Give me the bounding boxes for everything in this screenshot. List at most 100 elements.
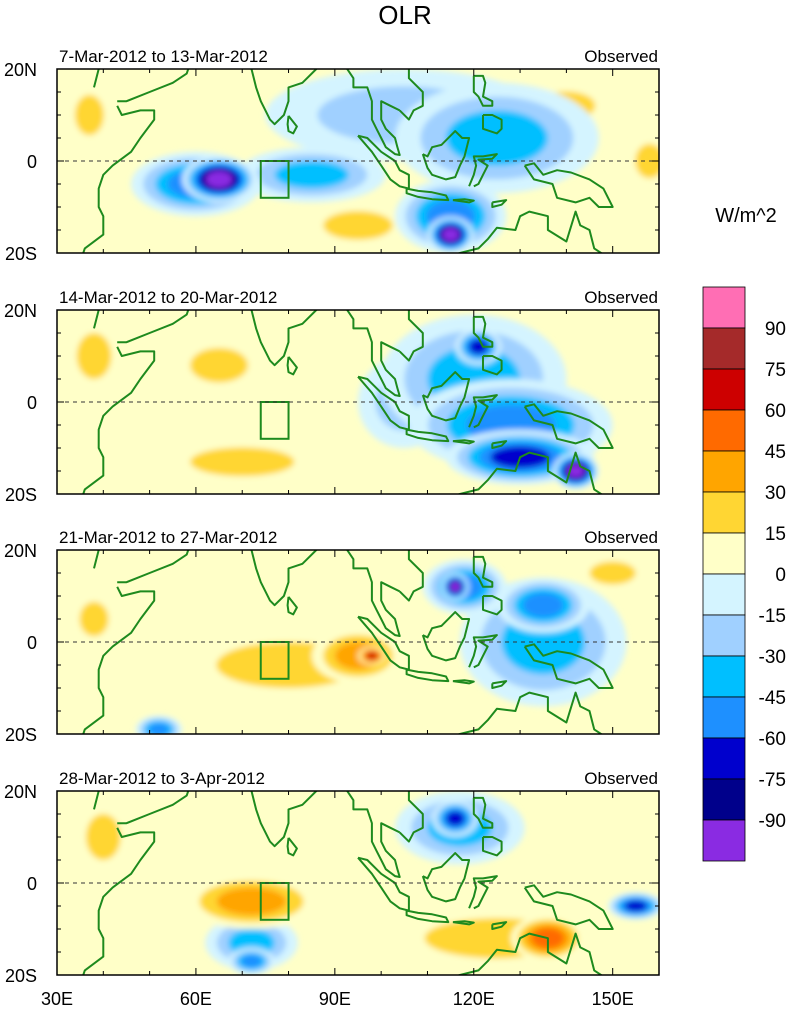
anomaly-contour <box>74 94 104 136</box>
colorbar-level-label: 30 <box>765 483 786 504</box>
anomaly-contour <box>190 447 295 477</box>
colorbar-level-label: 0 <box>775 565 786 586</box>
x-tick-label: 60E <box>180 989 212 1009</box>
coastline <box>523 884 614 930</box>
coastline <box>398 550 424 602</box>
colorbar-level-label: -90 <box>759 811 786 832</box>
anomaly-contour <box>148 723 170 734</box>
y-tick-label: 0 <box>27 874 37 894</box>
coastline <box>82 586 156 734</box>
coastline <box>523 643 614 689</box>
colorbar-swatch <box>702 491 746 534</box>
coastline <box>468 153 498 188</box>
y-tick-label: 20N <box>4 301 37 321</box>
coastline <box>452 920 475 926</box>
colorbar-swatch <box>702 737 746 780</box>
panel-period-label: 21-Mar-2012 to 27-Mar-2012 <box>59 528 277 547</box>
coastline <box>421 852 471 903</box>
y-tick-label: 20S <box>5 966 37 986</box>
coastline <box>472 796 494 829</box>
coastline <box>357 375 410 431</box>
colorbar-swatch <box>702 778 746 821</box>
coastline <box>93 791 100 810</box>
panel-period-label: 14-Mar-2012 to 20-Mar-2012 <box>59 288 277 307</box>
coastline <box>482 595 503 616</box>
coastline <box>286 115 298 135</box>
anomaly-contour <box>241 955 262 968</box>
colorbar-swatch <box>702 614 746 657</box>
panel-observed-label: Observed <box>584 47 658 66</box>
coastline <box>82 827 156 975</box>
coastline <box>357 615 410 671</box>
anomaly-contour <box>442 228 459 242</box>
colorbar-level-label: -60 <box>759 729 786 750</box>
colorbar-level-label: -45 <box>759 688 786 709</box>
anomaly-contour <box>445 811 465 826</box>
coastline <box>286 596 298 616</box>
coastline <box>491 680 508 689</box>
anomaly-contour <box>216 887 287 916</box>
anomaly-contour <box>190 347 249 383</box>
coastline <box>491 199 508 208</box>
coastlines <box>82 550 614 734</box>
coastline <box>398 69 424 121</box>
colorbar-swatch <box>702 327 746 370</box>
coastline <box>523 403 614 449</box>
colorbar-swatch <box>702 655 746 698</box>
x-tick-label: 90E <box>319 989 351 1009</box>
coastline <box>456 210 603 253</box>
coastline <box>405 909 450 924</box>
coastline <box>357 856 410 912</box>
y-tick-label: 20N <box>4 541 37 561</box>
colorbar-swatch <box>702 532 746 575</box>
colorbar-swatch <box>702 573 746 616</box>
coastline <box>117 550 190 584</box>
coastline <box>491 921 508 930</box>
anomaly-contour <box>522 593 564 618</box>
anomaly-contour <box>469 339 488 355</box>
coastline <box>421 130 471 181</box>
anomaly-contour <box>323 211 393 240</box>
colorbar-level-label: 60 <box>765 401 786 422</box>
coastline <box>117 791 190 825</box>
colorbar-level-label: 45 <box>765 442 786 463</box>
coastline <box>357 134 410 190</box>
anomaly-contour <box>624 900 647 912</box>
coastline <box>82 346 156 494</box>
coastline <box>452 439 475 445</box>
colorbar-level-label: -15 <box>759 606 786 627</box>
coastline <box>482 114 503 135</box>
colorbar-level-label: -30 <box>759 647 786 668</box>
coastline <box>82 105 156 253</box>
coastline <box>491 440 508 449</box>
panel-observed-label: Observed <box>584 528 658 547</box>
panel-period-label: 7-Mar-2012 to 13-Mar-2012 <box>59 47 268 66</box>
anomaly-contour <box>589 561 636 585</box>
coastline <box>398 791 424 843</box>
panel-observed-label: Observed <box>584 769 658 788</box>
colorbar-level-label: -75 <box>759 770 786 791</box>
colorbar-level-label: 90 <box>765 319 786 340</box>
anomaly-contour <box>85 814 121 860</box>
coastline <box>93 69 100 88</box>
coastline <box>117 69 190 103</box>
coastline <box>405 187 450 202</box>
colorbar-swatch <box>702 450 746 493</box>
y-tick-label: 20S <box>5 244 37 264</box>
y-tick-label: 0 <box>27 393 37 413</box>
coastline <box>345 69 401 156</box>
coastline <box>452 198 475 204</box>
y-tick-label: 0 <box>27 152 37 172</box>
y-tick-label: 20S <box>5 725 37 745</box>
coastline <box>456 932 603 975</box>
panel-observed-label: Observed <box>584 288 658 307</box>
x-tick-label: 120E <box>453 989 495 1009</box>
panel-period-label: 28-Mar-2012 to 3-Apr-2012 <box>59 769 265 788</box>
x-tick-label: 30E <box>41 989 73 1009</box>
units-label: W/m^2 <box>715 205 777 227</box>
coastline <box>345 550 401 637</box>
anomaly-contour <box>445 110 548 166</box>
coastline <box>93 310 100 329</box>
colorbar-swatch <box>702 819 746 862</box>
coastline <box>468 634 498 669</box>
